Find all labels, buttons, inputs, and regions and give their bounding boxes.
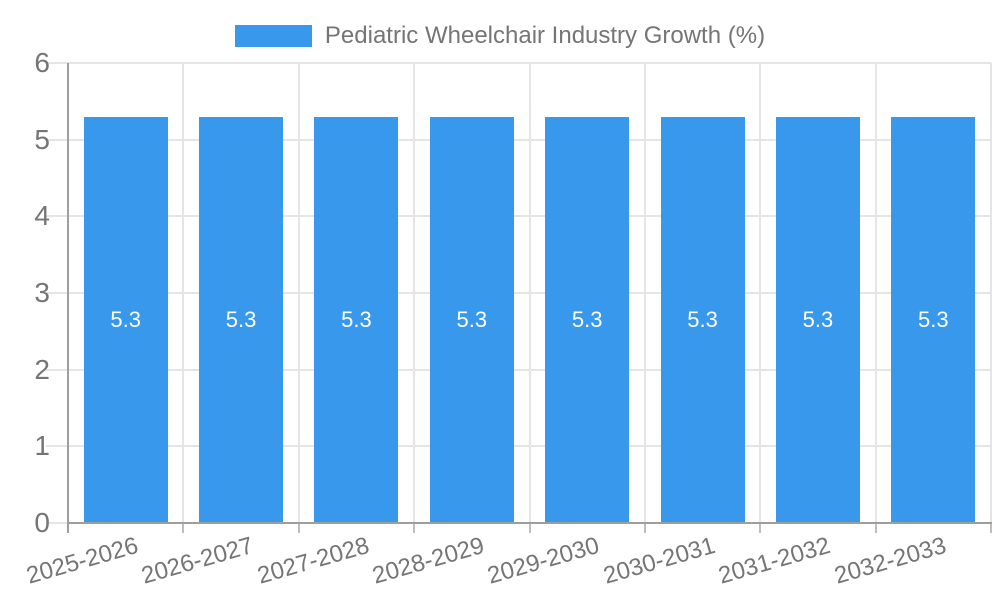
y-axis-line <box>67 63 69 533</box>
bar-value-label: 5.3 <box>571 306 603 332</box>
y-axis-tick-label: 4 <box>34 200 50 232</box>
x-tick-mark <box>643 523 646 533</box>
bar: 5.3 <box>660 116 745 523</box>
y-tick-mark <box>46 445 68 448</box>
x-axis-tick-label: 2032-2033 <box>830 532 949 590</box>
bar: 5.3 <box>775 116 860 523</box>
x-axis-tick-label: 2026-2027 <box>138 532 257 590</box>
bar: 5.3 <box>429 116 514 523</box>
legend-label: Pediatric Wheelchair Industry Growth (%) <box>324 22 766 49</box>
y-axis-tick-label: 0 <box>34 507 50 538</box>
gridline-vertical <box>643 63 646 523</box>
y-axis-tick-label: 6 <box>34 47 50 78</box>
x-axis-tick-label: 2025-2026 <box>23 532 142 590</box>
gridline-vertical <box>413 63 416 523</box>
gridline-vertical <box>990 63 992 523</box>
gridline-vertical <box>759 63 762 523</box>
gridline-vertical <box>182 63 185 523</box>
bar-value-label: 5.3 <box>918 306 949 332</box>
bar-value-label: 5.3 <box>110 306 141 332</box>
y-axis-tick-label: 3 <box>34 277 50 308</box>
y-tick-mark <box>46 138 68 141</box>
bar-value-label: 5.3 <box>341 306 372 332</box>
y-axis-tick-label: 1 <box>34 430 50 462</box>
gridline-vertical <box>874 63 877 523</box>
x-axis-line <box>67 522 992 524</box>
bar-value-label: 5.3 <box>225 306 257 332</box>
x-tick-mark <box>759 523 762 533</box>
x-tick-mark <box>874 523 877 533</box>
x-tick-mark <box>990 523 992 533</box>
x-axis-tick-label: 2029-2030 <box>484 532 603 590</box>
chart-legend: Pediatric Wheelchair Industry Growth (%) <box>0 22 1000 49</box>
bar: 5.3 <box>83 116 168 523</box>
bar-value-label: 5.3 <box>456 306 488 332</box>
gridline-vertical <box>528 63 531 523</box>
x-tick-mark <box>413 523 416 533</box>
y-axis-tick-label: 5 <box>34 123 50 155</box>
gridline-vertical <box>297 63 300 523</box>
bar: 5.3 <box>891 116 976 523</box>
x-tick-mark <box>182 523 185 533</box>
x-axis-tick-label: 2027-2028 <box>254 532 372 590</box>
bar: 5.3 <box>545 116 630 523</box>
x-axis-tick-label: 2028-2029 <box>369 532 488 590</box>
y-tick-mark <box>46 368 68 371</box>
x-axis-tick-label: 2031-2032 <box>715 532 834 590</box>
bar: 5.3 <box>314 116 399 523</box>
y-tick-mark <box>46 292 68 294</box>
legend-swatch-icon <box>234 25 312 47</box>
y-tick-mark <box>46 522 68 524</box>
bar: 5.3 <box>199 116 284 523</box>
bar-value-label: 5.3 <box>802 306 834 332</box>
x-axis-tick-label: 2030-2031 <box>600 532 719 590</box>
y-tick-mark <box>46 215 68 218</box>
x-tick-mark <box>297 523 300 533</box>
y-tick-mark <box>46 62 68 64</box>
x-tick-mark <box>528 523 531 533</box>
y-axis-tick-label: 2 <box>34 353 50 385</box>
bar-value-label: 5.3 <box>687 306 718 332</box>
